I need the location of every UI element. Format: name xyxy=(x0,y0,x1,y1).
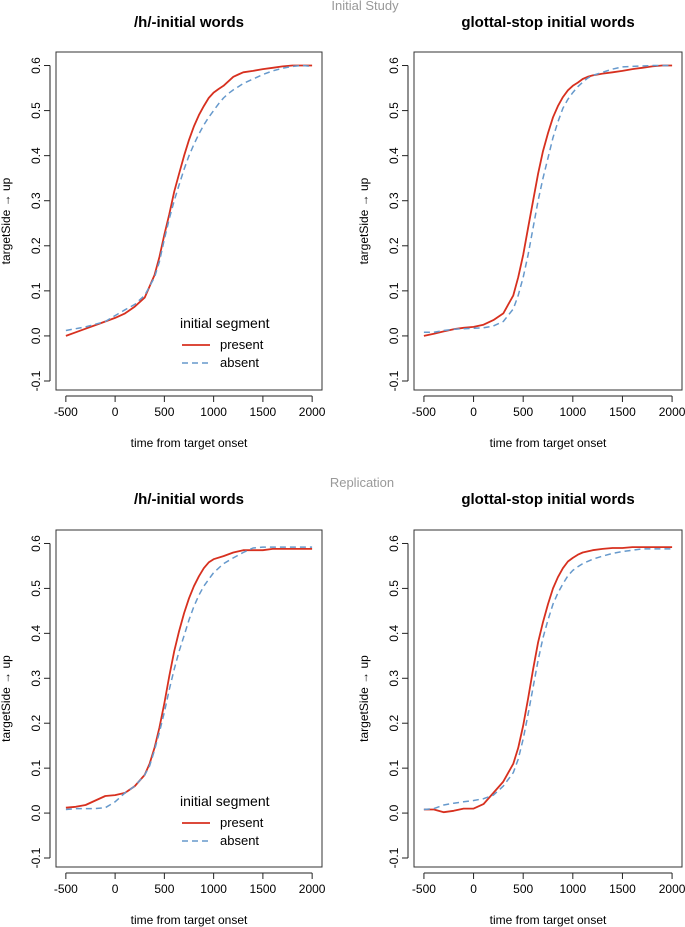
x-tick-label: 0 xyxy=(470,882,477,896)
x-tick-label: 1500 xyxy=(250,405,277,419)
series-line-absent xyxy=(423,548,673,811)
y-axis-label: targetSide → up xyxy=(357,655,371,742)
legend-label-absent: absent xyxy=(220,355,259,370)
y-tick-label: 0.1 xyxy=(29,759,43,776)
y-tick-label: 0.2 xyxy=(29,237,43,254)
x-tick-label: 500 xyxy=(154,405,174,419)
legend-label-present: present xyxy=(220,337,264,352)
y-tick-label: 0.0 xyxy=(387,804,401,821)
y-tick-label: 0.3 xyxy=(387,192,401,209)
chart-title: /h/-initial words xyxy=(134,14,244,31)
y-tick-label: 0.4 xyxy=(29,147,43,164)
x-tick-label: 1000 xyxy=(559,405,586,419)
x-axis-label: time from target onset xyxy=(490,436,607,450)
y-axis-label: targetSide → up xyxy=(0,655,13,742)
plot-frame xyxy=(413,529,683,868)
series-line-present xyxy=(423,546,673,814)
y-tick-label: 0.0 xyxy=(29,804,43,821)
plot-frame xyxy=(413,51,683,391)
chart-panels: /h/-initial words -500 0 500 1000 1500 2000 -0.… xyxy=(0,14,685,927)
y-tick-label: -0.1 xyxy=(29,370,43,391)
x-tick-label: 1500 xyxy=(250,882,277,896)
y-tick-label: 0.0 xyxy=(29,327,43,344)
y-tick-label: 0.3 xyxy=(29,192,43,209)
x-tick-label: 1000 xyxy=(559,882,586,896)
y-tick-label: 0.5 xyxy=(387,102,401,119)
section-title-replication: Replication xyxy=(330,475,394,490)
y-tick-label: 0.2 xyxy=(387,237,401,254)
x-tick-label: 500 xyxy=(513,405,533,419)
x-tick-label: 0 xyxy=(112,405,119,419)
x-axis-label: time from target onset xyxy=(131,436,248,450)
series-line-present xyxy=(423,64,673,337)
y-tick-label: 0.5 xyxy=(29,102,43,119)
y-tick-label: 0.3 xyxy=(387,670,401,687)
legend-label-absent: absent xyxy=(220,833,259,848)
y-tick-label: 0.6 xyxy=(29,535,43,552)
y-tick-label: 0.4 xyxy=(29,625,43,642)
y-tick-label: 0.4 xyxy=(387,147,401,164)
y-tick-label: 0.2 xyxy=(387,715,401,732)
legend-label-present: present xyxy=(220,815,264,830)
y-tick-label: 0.5 xyxy=(387,580,401,597)
y-tick-label: 0.4 xyxy=(387,625,401,642)
y-tick-label: 0.1 xyxy=(387,759,401,776)
plot-frame xyxy=(55,51,323,391)
legend-title: initial segment xyxy=(180,793,270,809)
y-tick-label: 0.0 xyxy=(387,327,401,344)
chart-panel: /h/-initial words -500 0 500 1000 1500 2000 -0.… xyxy=(0,14,326,450)
series-line-absent xyxy=(65,64,313,332)
y-tick-label: 0.2 xyxy=(29,715,43,732)
x-tick-label: -500 xyxy=(412,405,436,419)
chart-panel: glottal-stop initial words -500 0 500 1000 15… xyxy=(357,491,685,927)
x-tick-label: -500 xyxy=(54,882,78,896)
section-title-initial-study: Initial Study xyxy=(331,0,399,13)
plot-frame xyxy=(55,529,323,868)
y-tick-label: -0.1 xyxy=(387,370,401,391)
legend: initial segment present absent xyxy=(180,793,270,848)
chart-title: /h/-initial words xyxy=(134,491,244,508)
chart-panel: glottal-stop initial words -500 0 500 1000 15… xyxy=(357,14,685,450)
chart-panel: /h/-initial words -500 0 500 1000 1500 2000 -0.… xyxy=(0,491,326,927)
x-tick-label: 500 xyxy=(513,882,533,896)
series-line-absent xyxy=(423,64,673,334)
x-tick-label: 500 xyxy=(154,882,174,896)
x-tick-label: 1500 xyxy=(609,882,636,896)
y-tick-label: 0.6 xyxy=(387,57,401,74)
y-tick-label: 0.1 xyxy=(29,282,43,299)
y-tick-label: 0.5 xyxy=(29,580,43,597)
x-axis-label: time from target onset xyxy=(131,913,248,927)
x-tick-label: 0 xyxy=(470,405,477,419)
series-line-absent xyxy=(65,546,313,811)
chart-title: glottal-stop initial words xyxy=(461,491,634,508)
x-tick-label: 0 xyxy=(112,882,119,896)
x-tick-label: 2000 xyxy=(659,882,685,896)
x-tick-label: 1500 xyxy=(609,405,636,419)
legend: initial segment present absent xyxy=(180,315,270,370)
x-tick-label: 1000 xyxy=(200,405,227,419)
x-tick-label: -500 xyxy=(412,882,436,896)
x-tick-label: 2000 xyxy=(299,405,326,419)
x-tick-label: -500 xyxy=(54,405,78,419)
y-tick-label: -0.1 xyxy=(29,847,43,868)
x-tick-label: 1000 xyxy=(200,882,227,896)
y-axis-label: targetSide → up xyxy=(0,177,13,264)
series-line-present xyxy=(65,548,313,809)
y-tick-label: 0.6 xyxy=(387,535,401,552)
x-tick-label: 2000 xyxy=(659,405,685,419)
x-axis-label: time from target onset xyxy=(490,913,607,927)
y-tick-label: 0.1 xyxy=(387,282,401,299)
y-tick-label: 0.3 xyxy=(29,670,43,687)
x-tick-label: 2000 xyxy=(299,882,326,896)
y-tick-label: -0.1 xyxy=(387,847,401,868)
y-tick-label: 0.6 xyxy=(29,57,43,74)
legend-title: initial segment xyxy=(180,315,270,331)
y-axis-label: targetSide → up xyxy=(357,177,371,264)
series-line-present xyxy=(65,64,313,337)
chart-title: glottal-stop initial words xyxy=(461,14,634,31)
